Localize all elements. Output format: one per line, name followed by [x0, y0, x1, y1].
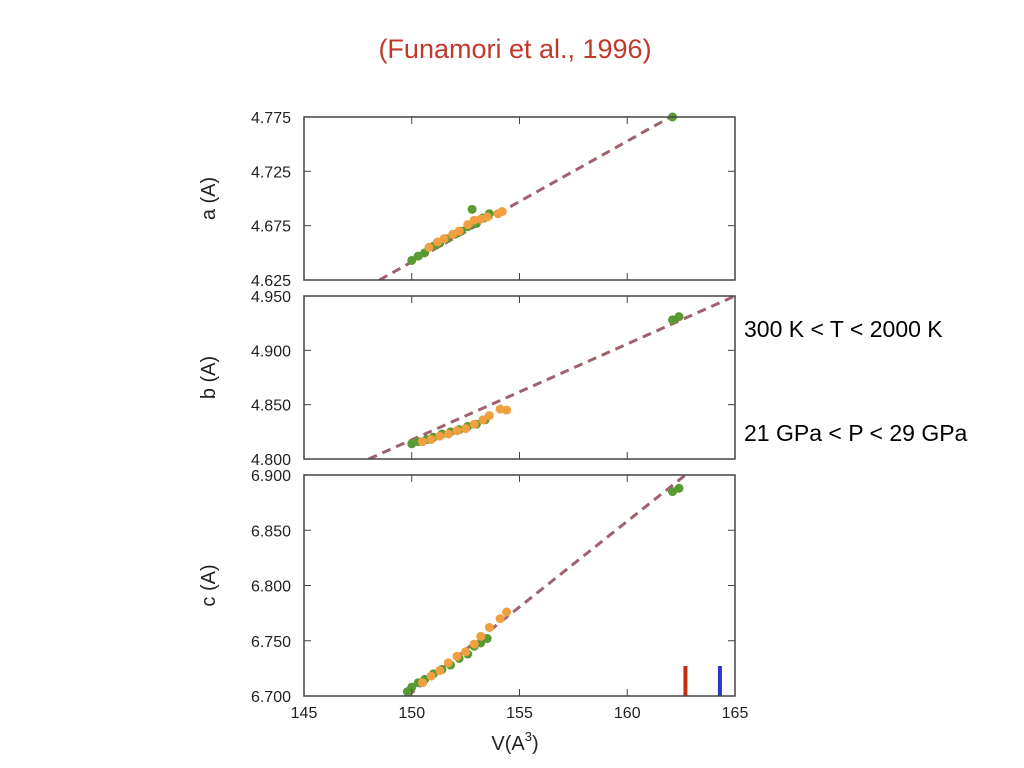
- data-point-orange: [461, 424, 471, 434]
- data-point-green: [467, 204, 477, 214]
- data-point-orange: [418, 678, 428, 688]
- data-point-orange: [426, 671, 436, 681]
- y-tick-label: 6.750: [251, 634, 291, 651]
- temperature-range-annotation: 300 K < T < 2000 K: [744, 316, 943, 342]
- plot-frame: [303, 116, 736, 281]
- x-tick-label: 165: [722, 705, 749, 722]
- y-tick-label: 6.800: [251, 579, 291, 596]
- data-point-orange: [443, 429, 453, 439]
- data-point-orange: [469, 639, 479, 649]
- data-point-orange: [478, 415, 488, 425]
- data-point-orange: [463, 220, 473, 230]
- y-axis-label: c (A): [198, 564, 220, 606]
- data-point-orange: [482, 212, 492, 222]
- data-point-orange: [435, 431, 445, 441]
- y-tick-label: 6.850: [251, 523, 291, 540]
- chart-title: (Funamori et al., 1996): [378, 34, 652, 64]
- data-point-orange: [469, 419, 479, 429]
- x-tick-label: 155: [506, 705, 533, 722]
- plot-frame: [303, 474, 736, 697]
- data-point-green: [407, 255, 417, 265]
- y-tick-label: 6.700: [251, 689, 291, 706]
- data-point-orange: [452, 651, 462, 661]
- y-axis-label: a (A): [198, 177, 220, 220]
- data-point-orange: [484, 622, 494, 632]
- panel-b: 4.950 4.900 4.850 4.800 b (A): [198, 289, 736, 469]
- data-point-green: [407, 682, 417, 692]
- data-point-orange: [435, 666, 445, 676]
- x-tick-label: 150: [398, 705, 425, 722]
- y-tick-label: 4.950: [251, 289, 291, 306]
- y-axis-label: b (A): [198, 356, 220, 399]
- y-tick-label: 4.800: [251, 452, 291, 469]
- y-tick-label: 4.850: [251, 398, 291, 415]
- y-tick-label: 4.625: [251, 273, 291, 290]
- y-tick-label: 6.900: [251, 468, 291, 485]
- x-axis-label: V(A3): [491, 729, 538, 755]
- data-point-orange: [418, 437, 428, 447]
- y-tick-label: 4.675: [251, 219, 291, 236]
- data-point-orange: [502, 607, 512, 617]
- pressure-range-annotation: 21 GPa < P < 29 GPa: [744, 420, 968, 446]
- data-point-orange: [452, 426, 462, 436]
- data-point-orange: [484, 411, 494, 421]
- data-point-orange: [497, 207, 507, 217]
- data-point-orange: [424, 242, 434, 252]
- data-point-green: [674, 312, 684, 322]
- x-tick-label: 160: [614, 705, 641, 722]
- data-point-orange: [502, 405, 512, 415]
- x-tick-label: 145: [291, 705, 318, 722]
- data-point-orange: [439, 234, 449, 244]
- y-tick-label: 4.725: [251, 164, 291, 181]
- data-point-orange: [454, 226, 464, 236]
- data-point-orange: [461, 647, 471, 657]
- fit-line: [378, 117, 672, 280]
- data-point-green: [674, 483, 684, 493]
- y-tick-label: 4.775: [251, 110, 291, 127]
- panel-a: 4.775 4.725 4.675 4.625 a (A): [198, 110, 736, 290]
- data-point-orange: [476, 631, 486, 641]
- y-tick-label: 4.900: [251, 343, 291, 360]
- data-point-orange: [495, 614, 505, 624]
- data-point-orange: [443, 658, 453, 668]
- data-point-orange: [426, 434, 436, 444]
